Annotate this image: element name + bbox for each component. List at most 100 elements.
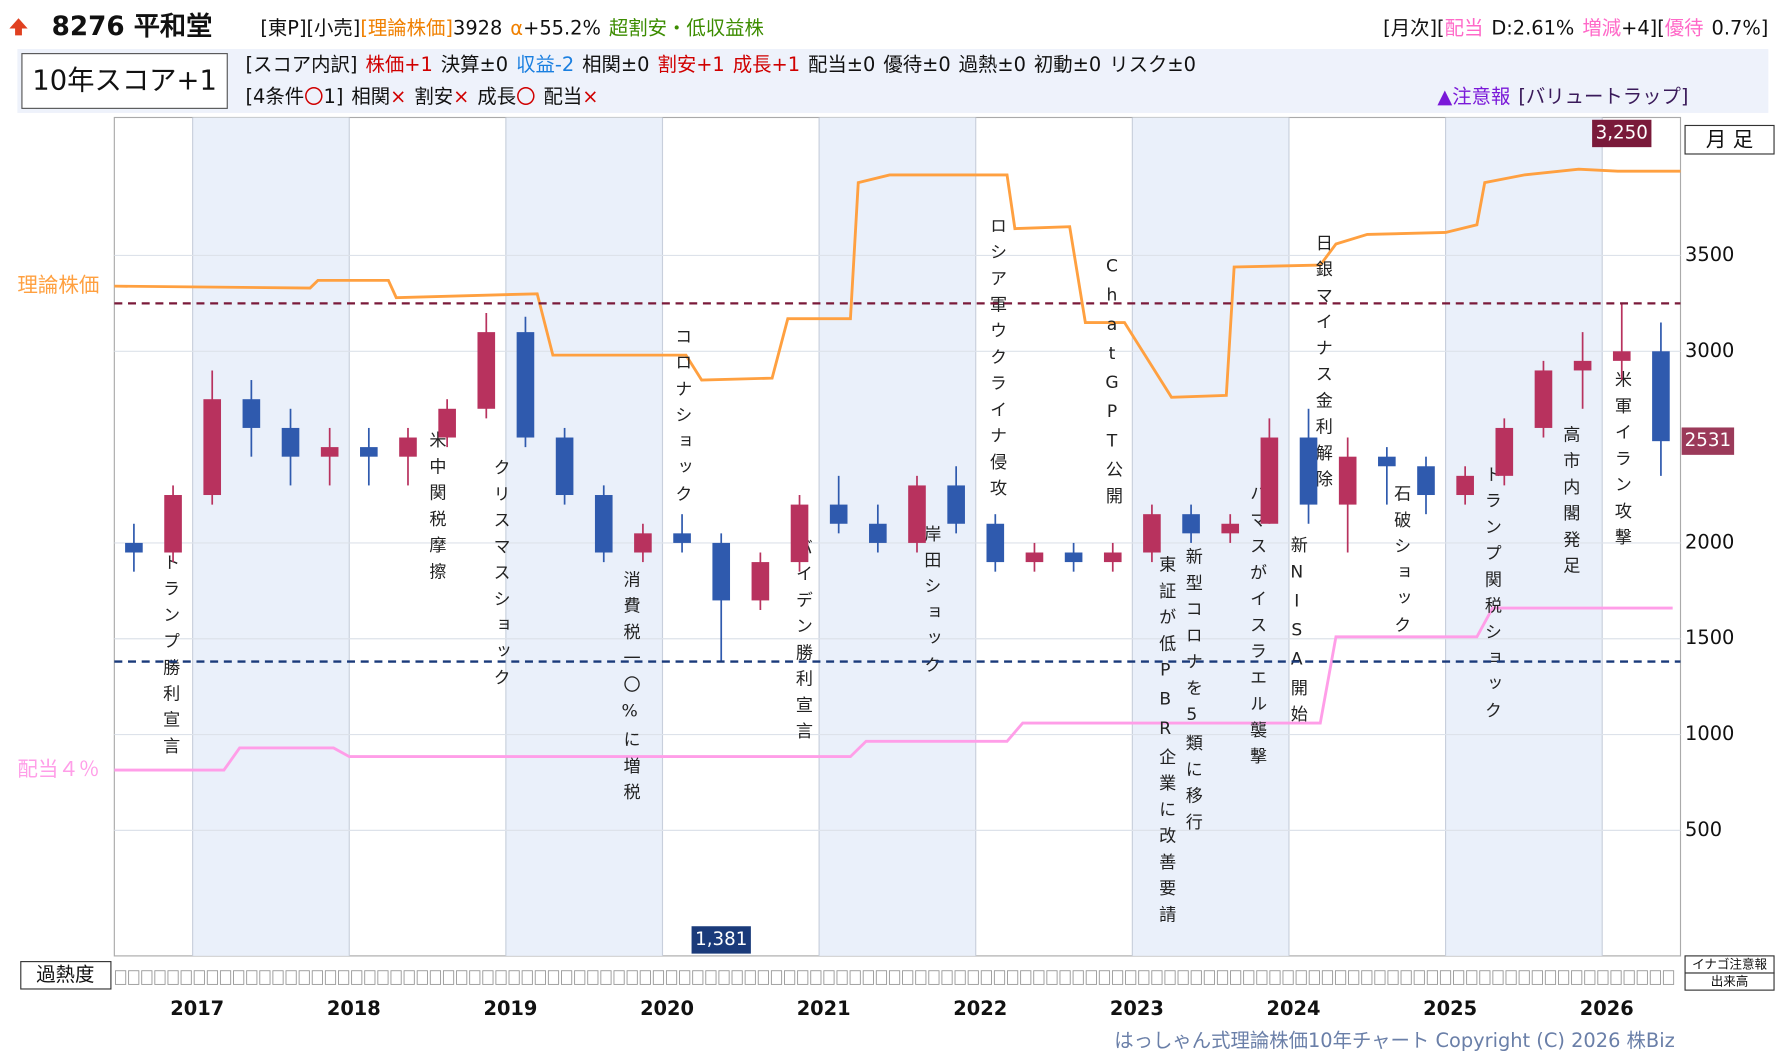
y-tick-label: 1500 <box>1685 626 1734 649</box>
x-tick-label: 2022 <box>953 997 1007 1020</box>
overheat-cell <box>797 970 809 985</box>
annotations: トランプ勝利宣言 米中関税摩擦 クリスマスショック 消費税一〇%に増税 コロナショックバ… <box>159 217 1631 932</box>
overheat-cell <box>574 970 586 985</box>
event-annotation: 新型コロナを5類に移行 <box>1182 548 1203 839</box>
overheat-cell <box>1190 970 1202 985</box>
overheat-cell <box>692 970 704 985</box>
event-annotation: コロナショック <box>671 327 691 511</box>
candle-body <box>1534 370 1553 428</box>
overheat-cell <box>652 970 665 985</box>
overheat-cell <box>338 970 350 985</box>
overheat-cell <box>1584 970 1596 985</box>
overheat-cell <box>1571 970 1583 985</box>
event-annotation: ChatGPT公開 <box>1102 257 1123 513</box>
candle-body <box>399 437 417 457</box>
header-segment: ▲注意報 <box>1437 84 1510 107</box>
x-tick-label: 2024 <box>1267 997 1321 1020</box>
overheat-cell <box>1033 970 1045 985</box>
candle-body <box>869 523 887 543</box>
overheat-cell <box>810 970 822 985</box>
line-label: 配当４％ <box>17 757 99 781</box>
candle-body <box>829 504 848 524</box>
overheat-cell <box>1636 970 1648 985</box>
candle-body <box>908 485 926 543</box>
overheat-cell <box>547 970 560 985</box>
header-segment: 配当 <box>1445 16 1484 39</box>
reference-tag <box>691 926 751 954</box>
event-annotation: 岸田ショック <box>920 525 941 682</box>
event-annotation: 石破ショック <box>1390 485 1411 642</box>
header-segment: 〇 <box>516 84 535 107</box>
candle-body <box>516 332 535 438</box>
candle-body <box>1417 466 1435 496</box>
x-tick-label: 2023 <box>1110 997 1164 1020</box>
overheat-cell <box>1623 970 1635 985</box>
overheat-cell <box>416 970 428 985</box>
candle-body <box>634 533 652 553</box>
reference-tag <box>1592 119 1652 148</box>
candle-body <box>790 504 809 563</box>
overlay: 3,250 1,381 2531 <box>114 119 1735 954</box>
price-tag <box>1681 427 1735 455</box>
candle-body <box>320 447 339 457</box>
candle-body <box>242 399 261 428</box>
overheat-cell <box>718 970 730 985</box>
candle-body <box>1143 514 1161 553</box>
overheat-cell <box>587 970 599 985</box>
event-annotation: ロシア軍ウクライナ侵攻 <box>986 217 1007 506</box>
candle-body <box>1221 523 1240 534</box>
year-band <box>819 117 976 956</box>
candle-body <box>1299 437 1318 505</box>
year-band <box>1445 117 1603 956</box>
overheat-cell <box>141 970 153 985</box>
header-segment: 相関±0 <box>582 53 649 76</box>
overheat-cell <box>1151 970 1163 985</box>
header-segment: [東P][小売] <box>260 16 360 39</box>
header-segment: α <box>510 16 523 39</box>
overheat-cell <box>285 970 297 985</box>
overheat-cell <box>403 970 415 985</box>
overheat-cell <box>311 970 323 985</box>
overheat-cell <box>1505 970 1517 985</box>
header-segment: 初動±0 <box>1034 53 1101 76</box>
overheat-cell <box>954 970 966 985</box>
overheat-cell <box>193 970 205 985</box>
overheat-cell <box>1295 970 1307 985</box>
event-annotation: クリスマスショック <box>490 459 510 695</box>
overheat-cell <box>1138 970 1150 985</box>
overheat-cell <box>1059 970 1071 985</box>
overheat-cell <box>1426 970 1438 985</box>
overheat-cell <box>534 970 546 985</box>
overheat-cell <box>115 970 127 985</box>
candle-body <box>1573 360 1592 371</box>
overheat-cell <box>324 970 337 985</box>
header-segment: × <box>390 84 406 107</box>
y-tick-label: 2000 <box>1685 530 1734 553</box>
volume-box <box>1684 972 1775 991</box>
x-tick-label: 2021 <box>797 997 851 1020</box>
overheat-cell <box>1492 970 1504 985</box>
candle-body <box>1338 456 1357 505</box>
overheat-cell <box>915 970 927 985</box>
header-segment: [月次][ <box>1383 16 1444 39</box>
overheat-cell <box>626 970 638 985</box>
candle-body <box>125 542 143 553</box>
overheat-cell <box>600 970 612 985</box>
header-segment: +55.2% <box>523 16 601 39</box>
overheat-cell <box>1466 970 1478 985</box>
candle-body <box>947 485 965 524</box>
overheat-cell <box>1348 970 1360 985</box>
overheat-cell <box>1046 970 1058 985</box>
overheat-cell <box>928 970 940 985</box>
overheat-cell <box>1085 970 1097 985</box>
overheat-cell <box>246 970 258 985</box>
overheat-cell <box>298 970 310 985</box>
overheat-cell <box>1111 970 1124 985</box>
candle-body <box>594 495 613 553</box>
header-segment: [理論株価] <box>360 16 453 39</box>
candle-body <box>164 495 182 553</box>
header-line: [スコア内訳] 株価+1 決算±0 収益-2 相関±0 割安+1 成長+1 配当±0 優待±0 過… <box>246 53 1196 76</box>
overheat-cell <box>849 970 861 985</box>
overheat-cell <box>180 970 192 985</box>
candle-body <box>1064 552 1083 563</box>
